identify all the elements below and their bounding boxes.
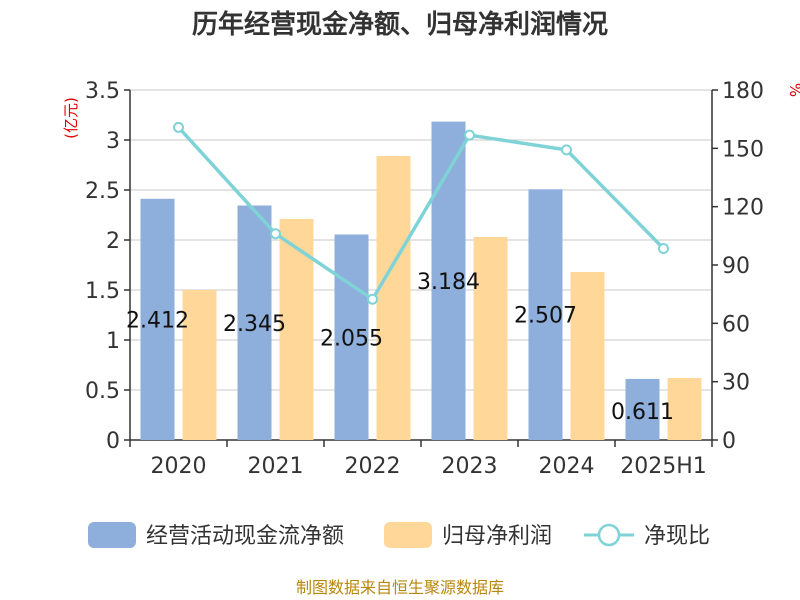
x-tick-label: 2023 <box>442 454 498 479</box>
legend: 经营活动现金流净额 归母净利润 净现比 <box>88 522 710 549</box>
line-point-net-cash-ratio <box>367 293 378 305</box>
y-left-tick-label: 0.5 <box>85 379 120 404</box>
chart-title: 历年经营现金净额、归母净利润情况 <box>192 9 608 40</box>
y-left-tick-label: 1.5 <box>85 279 120 304</box>
legend-swatch-net-profit <box>384 522 432 548</box>
y-right-tick-label: 30 <box>722 371 750 396</box>
bar-net-profit <box>473 237 508 440</box>
legend-swatch-cash-flow <box>88 522 136 548</box>
data-labels: 2.412 2.345 2.055 3.184 2.507 0.611 <box>126 270 674 425</box>
y-left-unit: (亿元) <box>62 97 80 139</box>
y-right-tick-label: 150 <box>722 137 764 162</box>
line-point-net-cash-ratio <box>270 228 281 240</box>
y-right-tick-label: 60 <box>722 312 750 337</box>
x-tick-label: 2025H1 <box>620 454 707 479</box>
y-right-tick-label: 0 <box>722 429 736 454</box>
data-label-cash-flow: 0.611 <box>611 400 674 425</box>
data-label-cash-flow: 2.507 <box>514 304 577 329</box>
x-tick-label: 2020 <box>151 454 207 479</box>
x-tick-label: 2024 <box>539 454 595 479</box>
legend-label-cash-flow: 经营活动现金流净额 <box>146 524 344 549</box>
bar-cash-flow <box>140 198 175 440</box>
y-left-tick-label: 1 <box>106 329 120 354</box>
y-left-tick-label: 2.5 <box>85 179 120 204</box>
legend-label-net-profit: 归母净利润 <box>442 524 552 549</box>
y-left-tick-label: 0 <box>106 429 120 454</box>
y-left-tick-label: 3.5 <box>85 79 120 104</box>
data-label-cash-flow: 3.184 <box>417 270 480 295</box>
bar-cash-flow <box>237 205 272 440</box>
bar-net-profit <box>570 272 605 440</box>
bar-net-profit <box>182 290 217 440</box>
y-left-tick-label: 3 <box>106 129 120 154</box>
bar-cash-flow <box>431 121 466 440</box>
bar-cash-flow <box>625 378 660 440</box>
data-label-cash-flow: 2.055 <box>320 326 383 351</box>
bar-net-profit <box>376 156 411 440</box>
legend-label-net-cash-ratio: 净现比 <box>644 524 710 549</box>
data-label-cash-flow: 2.345 <box>223 312 286 337</box>
line-series <box>173 121 669 305</box>
line-point-net-cash-ratio <box>173 121 184 133</box>
source-note: 制图数据来自恒生聚源数据库 <box>296 578 504 597</box>
line-point-net-cash-ratio <box>464 129 475 141</box>
line-point-net-cash-ratio <box>658 242 669 254</box>
legend-swatch-marker <box>597 523 621 547</box>
bar-cash-flow <box>334 234 369 440</box>
axes: 0 0.5 1 1.5 2 2.5 3 3.5 0 30 60 90 120 150 180 2020 2021… <box>85 79 764 479</box>
x-tick-label: 2022 <box>345 454 401 479</box>
y-right-tick-label: 120 <box>722 196 764 221</box>
x-tick-label: 2021 <box>248 454 304 479</box>
line-path-net-cash-ratio <box>177 126 665 302</box>
line-point-net-cash-ratio <box>561 144 572 156</box>
y-right-tick-label: 180 <box>722 79 764 104</box>
y-right-tick-label: 90 <box>722 254 750 279</box>
y-left-tick-label: 2 <box>106 229 120 254</box>
bar-cash-flow <box>528 189 563 440</box>
bar-net-profit <box>667 378 702 440</box>
bars <box>140 121 702 440</box>
grid <box>130 89 712 391</box>
y-right-unit: % <box>786 83 800 97</box>
data-label-cash-flow: 2.412 <box>126 308 189 333</box>
